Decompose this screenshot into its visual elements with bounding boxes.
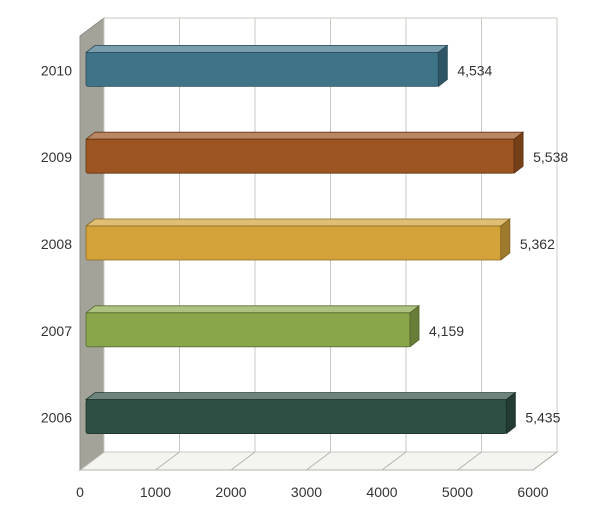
x-tick-label: 3000 (291, 484, 322, 500)
bar-value-label: 5,362 (520, 236, 555, 252)
bar-end-face (513, 131, 524, 175)
bar-end-face (437, 44, 448, 88)
bar-top-face (84, 131, 525, 140)
bar-end-face (409, 304, 420, 348)
bar-top-face (84, 218, 511, 227)
floor-gridline (79, 451, 105, 471)
bar-top-face (84, 45, 449, 53)
bars (84, 44, 525, 435)
bar (85, 138, 515, 174)
bar (85, 312, 411, 348)
bar-top-face (84, 305, 421, 314)
y-category-label: 2010 (41, 62, 72, 78)
floor-gridline (457, 451, 482, 471)
floor-gridline (230, 451, 256, 471)
bar-value-label: 5,435 (525, 410, 560, 426)
bar-top-face (84, 392, 517, 401)
y-category-label: 2009 (41, 149, 72, 165)
y-category-label: 2006 (41, 410, 72, 426)
bar-value-label: 4,534 (457, 62, 492, 78)
bar-value-label: 5,538 (533, 149, 568, 165)
bar-end-face (505, 391, 516, 435)
floor-gridline (306, 451, 331, 471)
x-tick-label: 6000 (517, 484, 548, 500)
floor-gridline (532, 451, 558, 471)
labels: 0 1000 2000 3000 4000 5000 6000 2010 4,534 2009 5,… (41, 62, 569, 500)
x-tick-label: 5000 (442, 484, 473, 500)
bar (85, 52, 439, 87)
x-tick-label: 0 (76, 484, 84, 500)
y-category-label: 2008 (41, 236, 72, 252)
bar (85, 399, 507, 435)
floor-gridline (381, 451, 407, 471)
x-tick-label: 4000 (366, 484, 397, 500)
bar-end-face (500, 218, 511, 261)
y-category-label: 2007 (41, 323, 72, 339)
floor-gridline (155, 451, 180, 471)
x-tick-label: 2000 (215, 484, 246, 500)
bar (85, 225, 502, 261)
x-tick-label: 1000 (140, 484, 171, 500)
bar-value-label: 4,159 (429, 323, 464, 339)
